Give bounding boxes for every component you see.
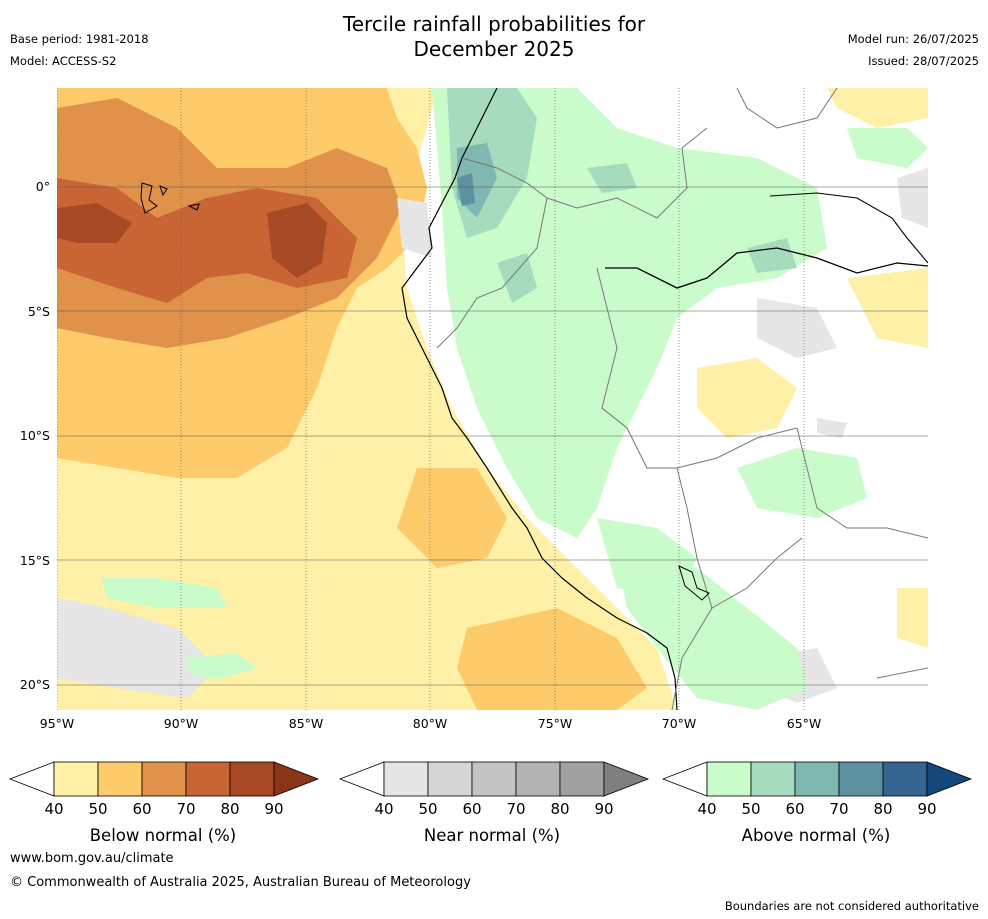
colorbar-segment <box>471 761 517 797</box>
colorbar-above-normal <box>661 761 973 797</box>
colorbar-segment <box>794 761 840 797</box>
colorbar-segment <box>706 761 752 797</box>
colorbar-near-normal <box>338 761 650 797</box>
lat-label-0: 0° <box>35 179 50 194</box>
title-line-1: Tercile rainfall probabilities for <box>342 12 646 36</box>
copyright-text: © Commonwealth of Australia 2025, Austra… <box>10 875 471 890</box>
lat-label-20s: 20°S <box>19 677 50 692</box>
colorbars <box>8 761 973 797</box>
lon-label-90w: 90°W <box>163 716 199 731</box>
lon-label-85w: 85°W <box>288 716 324 731</box>
colorbar-title-below: Below normal (%) <box>89 826 237 845</box>
probability-map <box>57 88 928 710</box>
colorbar-below-normal <box>8 761 320 797</box>
graticule <box>57 88 928 710</box>
title-line-2: December 2025 <box>413 37 575 61</box>
colorbar-extend-right <box>926 761 973 797</box>
colorbar-segment <box>882 761 928 797</box>
colorbar-tick-label: 50 <box>88 800 108 818</box>
colorbar-extend-left <box>338 761 385 797</box>
meta-right: Model run: 26/07/2025 Issued: 28/07/2025 <box>848 28 979 72</box>
colorbar-tick-label: 90 <box>917 800 937 818</box>
colorbar-segment <box>838 761 884 797</box>
colorbar-tick-label: 90 <box>264 800 284 818</box>
colorbar-tick-label: 50 <box>741 800 761 818</box>
colorbar-title-above: Above normal (%) <box>741 826 891 845</box>
colorbar-extend-right <box>273 761 320 797</box>
lon-label-75w: 75°W <box>537 716 573 731</box>
colorbar-tick-label: 80 <box>873 800 893 818</box>
colorbar-tick-label: 60 <box>462 800 482 818</box>
above-normal-shading <box>102 88 928 710</box>
colorbar-tick-label: 60 <box>785 800 805 818</box>
colorbar-extend-left <box>661 761 708 797</box>
colorbar-segment <box>185 761 231 797</box>
colorbar-tick-label: 40 <box>697 800 717 818</box>
colorbar-segment <box>559 761 605 797</box>
galapagos-islands <box>140 182 200 214</box>
map-title: Tercile rainfall probabilities for Decem… <box>0 12 988 62</box>
colorbar-tick-label: 50 <box>418 800 438 818</box>
colorbar-tick-label: 80 <box>220 800 240 818</box>
lon-label-95w: 95°W <box>39 716 75 731</box>
colorbar-tick-label: 40 <box>374 800 394 818</box>
lon-label-65w: 65°W <box>786 716 822 731</box>
river-north <box>769 192 928 264</box>
amazon-river <box>605 247 928 289</box>
colorbar-tick-label: 40 <box>44 800 64 818</box>
issued-text: Issued: 28/07/2025 <box>868 54 979 68</box>
colorbar-extend-right <box>603 761 650 797</box>
coastline <box>401 88 678 710</box>
colorbar-tick-label: 70 <box>176 800 196 818</box>
disclaimer-text: Boundaries are not considered authoritat… <box>724 899 979 913</box>
model-text: Model: ACCESS-S2 <box>10 54 117 68</box>
colorbar-tick-label: 70 <box>506 800 526 818</box>
lat-label-10s: 10°S <box>19 428 50 443</box>
colorbar-segment <box>97 761 143 797</box>
lat-label-5s: 5°S <box>27 304 50 319</box>
colorbar-extend-left <box>8 761 55 797</box>
colorbar-segment <box>427 761 473 797</box>
meta-left: Base period: 1981-2018 Model: ACCESS-S2 <box>10 28 149 72</box>
model-run-text: Model run: 26/07/2025 <box>847 32 979 46</box>
colorbar-segment <box>515 761 561 797</box>
below-normal-shading <box>57 88 928 710</box>
colorbar-segment <box>383 761 429 797</box>
colorbar-tick-label: 60 <box>132 800 152 818</box>
colorbar-tick-label: 70 <box>829 800 849 818</box>
colorbar-title-near: Near normal (%) <box>423 826 561 845</box>
base-period-text: Base period: 1981-2018 <box>10 32 149 46</box>
lake-titicaca <box>678 565 710 601</box>
colorbar-segment <box>141 761 187 797</box>
colorbar-segment <box>229 761 275 797</box>
colorbar-segment <box>53 761 99 797</box>
colorbar-tick-label: 80 <box>550 800 570 818</box>
country-borders <box>436 88 928 710</box>
colorbar-segment <box>750 761 796 797</box>
near-normal-shading <box>57 168 928 703</box>
colorbar-tick-label: 90 <box>594 800 614 818</box>
map-panel <box>57 88 928 710</box>
lat-label-15s: 15°S <box>19 553 50 568</box>
lon-label-70w: 70°W <box>661 716 697 731</box>
lon-label-80w: 80°W <box>412 716 448 731</box>
website-text: www.bom.gov.au/climate <box>10 851 174 866</box>
